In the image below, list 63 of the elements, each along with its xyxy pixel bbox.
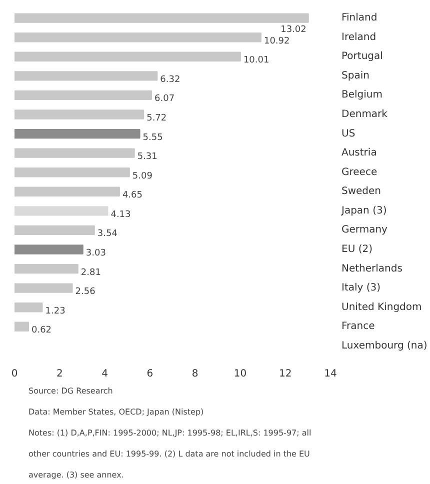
bar — [14, 302, 43, 312]
text: Data: Member States, OECD; Japan (Nistep) — [28, 408, 204, 416]
y-tick-label: France — [342, 321, 375, 332]
bar — [14, 71, 158, 81]
y-tick-label: Portugal — [342, 51, 383, 62]
data-label: 3.03 — [86, 248, 106, 258]
x-tick-label: 14 — [324, 368, 337, 380]
x-tick-label: 6 — [146, 368, 154, 380]
bar — [14, 186, 120, 196]
data-label: 5.09 — [132, 171, 153, 182]
data-label: 2.81 — [80, 268, 101, 278]
data-label: 2.56 — [75, 287, 96, 298]
y-tick-label: Netherlands — [342, 263, 402, 274]
bar — [14, 206, 108, 216]
y-tick-label: Austria — [342, 148, 377, 159]
x-tick-label: 8 — [192, 368, 198, 380]
y-tick-label: United Kingdom — [342, 302, 422, 313]
data-label: 6.07 — [154, 94, 175, 104]
data-label: 4.65 — [122, 190, 143, 201]
bar — [14, 283, 73, 293]
data-label: 5.55 — [142, 132, 163, 143]
y-tick-label: Belgium — [342, 90, 382, 101]
y-tick-label: Ireland — [342, 32, 376, 43]
data-label: 5.72 — [146, 114, 167, 124]
bar — [14, 168, 130, 178]
bar — [14, 90, 152, 100]
text: Notes: (1) D,A,P,FIN: 1995-2000; NL,JP: 1995-98; EL,IRL,S: 1995-97; all other countries and EU: 1995-99. (2) L data are not included in the EU average. (3) see annex. — [28, 428, 312, 480]
data-label: 3.54 — [97, 229, 118, 240]
y-tick-label: Sweden — [342, 186, 382, 198]
y-tick-label: Italy (3) — [342, 282, 381, 294]
x-tick-label: 0 — [11, 368, 18, 380]
y-tick-label: Spain — [342, 70, 370, 82]
bar — [14, 225, 95, 236]
data-label: 5.31 — [137, 152, 158, 162]
y-tick-label: Finland — [342, 12, 378, 24]
x-tick-label: 10 — [234, 368, 247, 380]
y-tick-label: US — [342, 128, 356, 140]
data-label: 10.01 — [243, 56, 270, 66]
bar — [14, 52, 241, 62]
bar — [14, 13, 309, 23]
data-label: 6.32 — [160, 74, 180, 85]
data-label: 4.13 — [110, 210, 131, 220]
y-tick-label: EU (2) — [342, 244, 373, 255]
y-tick-label: Denmark — [342, 109, 388, 120]
x-tick-label: 2 — [56, 368, 63, 380]
bar — [14, 244, 84, 254]
bar — [14, 148, 135, 158]
x-tick-label: 12 — [278, 368, 292, 380]
y-tick-label: Greece — [342, 166, 378, 178]
data-label: 1.23 — [45, 306, 66, 316]
bar — [14, 322, 29, 332]
y-tick-label: Germany — [342, 224, 388, 236]
bar — [14, 32, 262, 42]
y-tick-label: Japan (3) — [340, 205, 387, 216]
bar — [14, 264, 78, 274]
source-note: Source: DG Research — [28, 386, 113, 396]
x-tick-label: 4 — [102, 368, 108, 380]
y-tick-label: Luxembourg (na) — [342, 340, 428, 352]
data-label: 0.62 — [31, 326, 52, 336]
bar — [14, 110, 144, 120]
data-label: 10.92 — [264, 36, 290, 46]
data-label: 13.02 — [280, 25, 306, 36]
bar — [14, 128, 140, 139]
